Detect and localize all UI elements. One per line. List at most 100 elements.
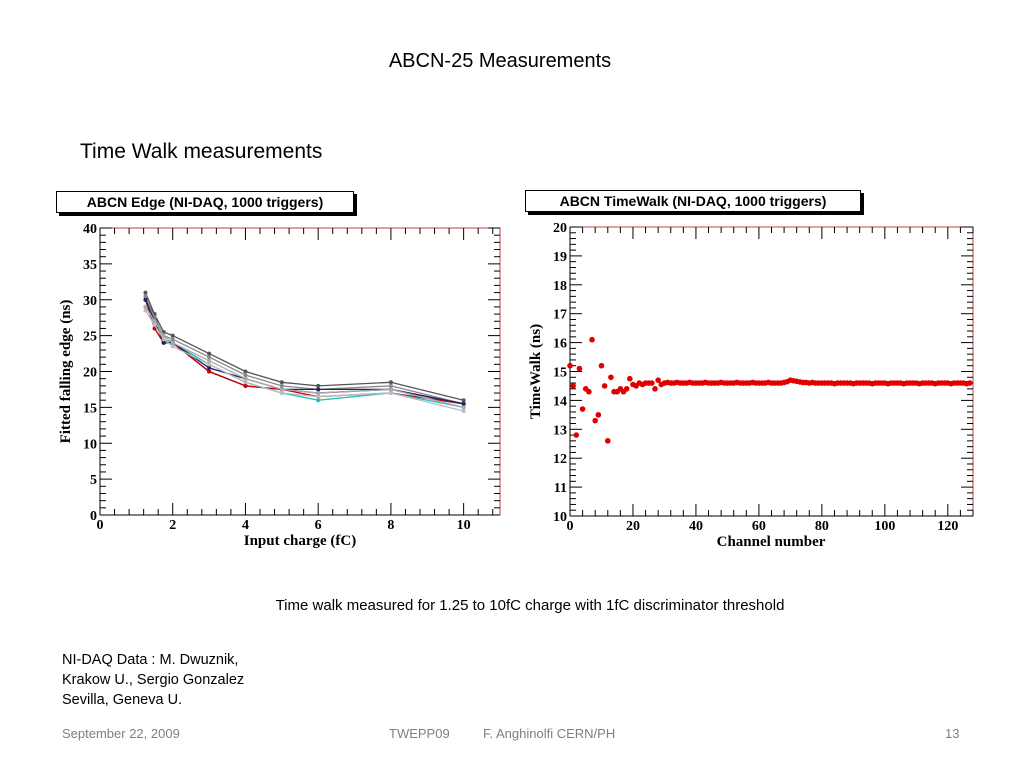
slide-title: ABCN-25 Measurements (388, 50, 612, 72)
credit-line-3: Sevilla, Geneva U. (62, 692, 183, 708)
timewalk-y-tick-label: 17 (553, 308, 567, 323)
edge-chart-title: ABCN Edge (NI-DAQ, 1000 triggers) (56, 191, 354, 213)
timewalk-y-tick-label: 14 (553, 394, 567, 409)
data-credit: NI-DAQ Data : M. Dwuznik, Krakow U., Ser… (62, 650, 244, 710)
timewalk-data-point (586, 388, 592, 395)
footer-author: F. Anghinolfi CERN/PH (483, 726, 616, 741)
timewalk-data-point (570, 383, 576, 389)
edge-data-point (170, 344, 175, 349)
timewalk-data-point (623, 386, 630, 392)
edge-data-point (161, 337, 166, 342)
timewalk-y-tick-label: 13 (553, 423, 567, 438)
timewalk-data-point (655, 377, 661, 383)
edge-x-tick-label: 4 (242, 518, 249, 533)
timewalk-data-point (567, 362, 573, 369)
edge-data-point (143, 294, 148, 299)
edge-data-point (461, 401, 466, 406)
edge-series-line (144, 310, 464, 412)
edge-data-point (207, 351, 212, 356)
timewalk-data-point (652, 386, 658, 392)
edge-data-point (143, 290, 148, 295)
edge-y-tick-label: 40 (83, 222, 97, 237)
edge-y-tick-label: 0 (90, 509, 97, 524)
edge-data-point (243, 383, 248, 388)
timewalk-y-tick-label: 12 (553, 452, 567, 467)
edge-data-point (316, 387, 321, 392)
timewalk-data-point (627, 375, 633, 382)
timewalk-x-tick-label: 20 (626, 519, 640, 534)
timewalk-x-tick-label: 0 (567, 519, 574, 534)
edge-data-point (279, 383, 284, 388)
timewalk-y-tick-label: 15 (553, 366, 567, 381)
timewalk-data-point (576, 365, 583, 372)
edge-y-tick-label: 30 (83, 294, 97, 309)
timewalk-chart-title: ABCN TimeWalk (NI-DAQ, 1000 triggers) (525, 190, 861, 212)
edge-data-point (461, 405, 466, 410)
edge-series-line (144, 306, 464, 409)
edge-data-point (243, 369, 248, 374)
timewalk-data-point (967, 380, 973, 386)
timewalk-plot-area (569, 226, 974, 517)
edge-data-point (388, 391, 393, 396)
edge-data-point (170, 340, 175, 345)
footer-conference: TWEPP09 (389, 726, 450, 741)
timewalk-y-tick-label: 18 (553, 279, 567, 294)
edge-data-point (461, 408, 466, 413)
footer-date: September 22, 2009 (62, 726, 180, 741)
credit-line-2: Krakow U., Sergio Gonzalez (62, 672, 245, 688)
edge-data-point (207, 355, 212, 360)
edge-data-point (243, 376, 248, 381)
edge-data-point (207, 365, 212, 370)
timewalk-x-tick-label: 60 (752, 519, 766, 534)
timewalk-data-point (592, 417, 598, 424)
edge-data-point (207, 362, 212, 367)
edge-data-point (388, 380, 393, 385)
timewalk-data-point (604, 438, 611, 444)
timewalk-data-point (601, 383, 608, 389)
edge-data-point (243, 373, 248, 378)
edge-data-point (316, 398, 321, 403)
edge-series-line (144, 295, 464, 405)
timewalk-y-tick-label: 10 (553, 510, 567, 525)
timewalk-x-tick-label: 120 (937, 519, 958, 534)
timewalk-data-point (573, 432, 580, 438)
timewalk-data-point (595, 412, 602, 418)
timewalk-x-tick-label: 40 (689, 519, 703, 534)
edge-data-point (207, 369, 212, 374)
edge-x-tick-label: 10 (457, 518, 471, 533)
timewalk-x-tick-label: 80 (815, 519, 829, 534)
timewalk-y-tick-label: 11 (554, 481, 567, 496)
edge-x-tick-label: 6 (315, 518, 322, 533)
edge-x-tick-label: 8 (387, 518, 394, 533)
edge-data-point (243, 380, 248, 385)
edge-data-point (143, 308, 148, 313)
footer-page-number: 13 (945, 726, 960, 741)
edge-data-point (279, 380, 284, 385)
edge-x-tick-label: 2 (169, 518, 176, 533)
edge-y-tick-label: 15 (83, 401, 97, 416)
edge-data-point (461, 398, 466, 403)
edge-data-point (161, 340, 166, 345)
timewalk-data-point (608, 374, 614, 381)
edge-y-tick-label: 25 (83, 330, 97, 345)
timewalk-y-tick-label: 19 (553, 250, 567, 265)
edge-y-tick-label: 35 (83, 258, 97, 273)
timewalk-y-tick-label: 16 (553, 337, 567, 352)
edge-series-line (144, 292, 464, 401)
edge-data-point (279, 387, 284, 392)
edge-data-point (279, 391, 284, 396)
edge-y-axis-title: Fitted falling edge (ns) (58, 300, 74, 444)
edge-data-point (316, 383, 321, 388)
edge-plot-area (99, 227, 501, 516)
timewalk-x-axis-title: Channel number (717, 534, 826, 550)
figure-caption: Time walk measured for 1.25 to 10fC char… (275, 597, 785, 614)
timewalk-y-axis-title: TimeWalk (ns) (528, 324, 544, 419)
edge-data-point (316, 391, 321, 396)
edge-data-point (152, 322, 157, 327)
edge-data-point (316, 394, 321, 399)
edge-y-tick-label: 10 (83, 437, 97, 452)
edge-data-point (207, 358, 212, 363)
edge-y-tick-label: 20 (83, 366, 97, 381)
edge-x-axis-title: Input charge (fC) (244, 533, 357, 549)
